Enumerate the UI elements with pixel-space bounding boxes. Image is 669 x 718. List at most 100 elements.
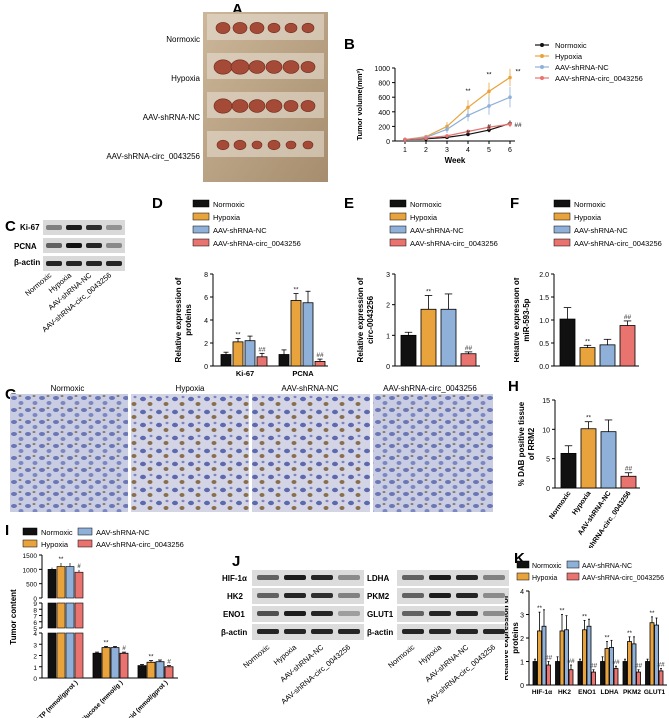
legend-swatch: [192, 199, 210, 208]
lane-label: Normoxic: [241, 644, 271, 670]
tumor: [267, 139, 281, 151]
significance-label: **: [59, 557, 64, 563]
y-tick-label: 6: [204, 295, 208, 302]
bar: [256, 356, 268, 367]
legend-swatch: [389, 199, 407, 208]
bar: [47, 602, 57, 629]
bar: [278, 354, 290, 367]
tumor: [230, 59, 250, 75]
blot-band: [311, 575, 333, 580]
y-axis-label: Relative expression of: [514, 277, 521, 362]
bar: [119, 652, 129, 679]
x-tick-label: PCNA: [292, 369, 314, 378]
blot-lane-labels-j: Normoxic HypoxiaAAV-shRNA-NCAAV-shRNA-cir…: [241, 644, 497, 706]
blot-band: [284, 611, 306, 616]
chart-i: Normoxic AAV-shRNA-NC Hypoxia AAV-shRNA-cir…: [9, 527, 184, 718]
bar: [164, 666, 174, 679]
y-axis-label: of RRM2: [527, 427, 536, 460]
legend-marker: [540, 76, 544, 80]
bar: [654, 624, 659, 686]
tumor: [233, 139, 247, 151]
bar: [609, 647, 614, 686]
y-axis-label: Tumor volume(mm³): [355, 68, 364, 140]
blot-band: [429, 611, 451, 616]
bar: [560, 452, 577, 489]
bar: [65, 632, 75, 679]
bar: [65, 566, 75, 599]
y-tick-label: 0.5: [539, 341, 549, 348]
legend-label: Normoxic: [41, 528, 73, 537]
bar: [586, 625, 592, 686]
x-tick-label: PKM2: [623, 689, 641, 696]
blot-band: [402, 593, 424, 598]
y-tick-label: 3: [520, 613, 524, 620]
tumor: [265, 60, 283, 74]
significance-label: ##: [657, 662, 665, 669]
legend-label: AAV-shRNA-circ_0043256: [213, 239, 301, 248]
significance-label: **: [515, 68, 521, 75]
photo-row-label: AAV-shRNA-circ_0043256: [106, 152, 200, 161]
series-line: [404, 123, 511, 141]
y-tick-label: 4: [520, 589, 524, 596]
y-axis-label: % DAB positive tissue: [517, 401, 526, 486]
bar: [137, 665, 147, 679]
blot-band: [86, 225, 102, 230]
x-tick-label: Hypoxia: [571, 490, 592, 516]
legend-swatch: [22, 527, 38, 536]
blot-label: HIF-1α: [222, 574, 247, 583]
blot-band: [429, 575, 451, 580]
legend-label: AAV-shRNA-NC: [410, 226, 464, 235]
legend-label: Hypoxia: [555, 52, 583, 61]
blot-band: [257, 575, 279, 580]
data-point: [487, 125, 491, 129]
bar: [613, 668, 619, 686]
tumor: [215, 22, 231, 34]
panel-letter-d: D: [152, 195, 163, 212]
x-tick-label: 6: [508, 147, 512, 154]
bar: [65, 602, 75, 629]
legend-swatch: [516, 560, 530, 569]
significance-label: **: [293, 287, 299, 294]
bar: [568, 669, 574, 686]
y-tick-label: 2: [520, 636, 524, 643]
y-tick-label: 4: [33, 631, 37, 638]
chart-e: Normoxic Hypoxia AAV-shRNA-NC AAV-shRNA-cir…: [356, 199, 498, 371]
y-tick-label: 0: [386, 364, 390, 371]
chart-h: 0 5 10 15 % DAB positive tissue of RRM2 Normox…: [517, 398, 640, 548]
blot-label: PKM2: [367, 592, 390, 601]
blot-band: [338, 593, 360, 598]
y-tick-label: 8: [33, 607, 37, 614]
legend-swatch: [389, 212, 407, 221]
panel-letter-h: H: [508, 378, 519, 395]
y-axis-label: circ-0043256: [366, 295, 375, 344]
blot-label: β-actin: [367, 628, 394, 637]
significance-label: **: [604, 635, 610, 642]
panel-letter-c: C: [5, 218, 16, 235]
significance-label: **: [486, 71, 492, 78]
blot-label: LDHA: [367, 574, 390, 583]
bar: [599, 344, 616, 367]
blot-band: [483, 611, 505, 616]
bar: [559, 318, 576, 367]
bar: [101, 647, 111, 679]
tumor: [248, 60, 266, 74]
significance-label: #: [487, 124, 491, 131]
legend-label: AAV-shRNA-NC: [96, 528, 150, 537]
y-axis-label: Tumor content: [9, 589, 18, 645]
y-tick-label: 2: [386, 303, 390, 310]
bar: [582, 629, 587, 686]
photo-row-label: Normoxic: [166, 35, 200, 44]
bar: [559, 630, 565, 686]
bar: [302, 302, 314, 367]
legend-swatch: [22, 539, 38, 548]
bar: [314, 360, 326, 367]
bar: [290, 300, 302, 367]
legend-marker: [540, 54, 544, 58]
blot-band: [284, 629, 306, 634]
blot-band: [46, 243, 62, 248]
significance-label: **: [585, 338, 591, 345]
significance-label: #: [122, 645, 126, 652]
bar: [564, 629, 569, 686]
significance-label: **: [586, 415, 592, 422]
blot-band: [338, 575, 360, 580]
